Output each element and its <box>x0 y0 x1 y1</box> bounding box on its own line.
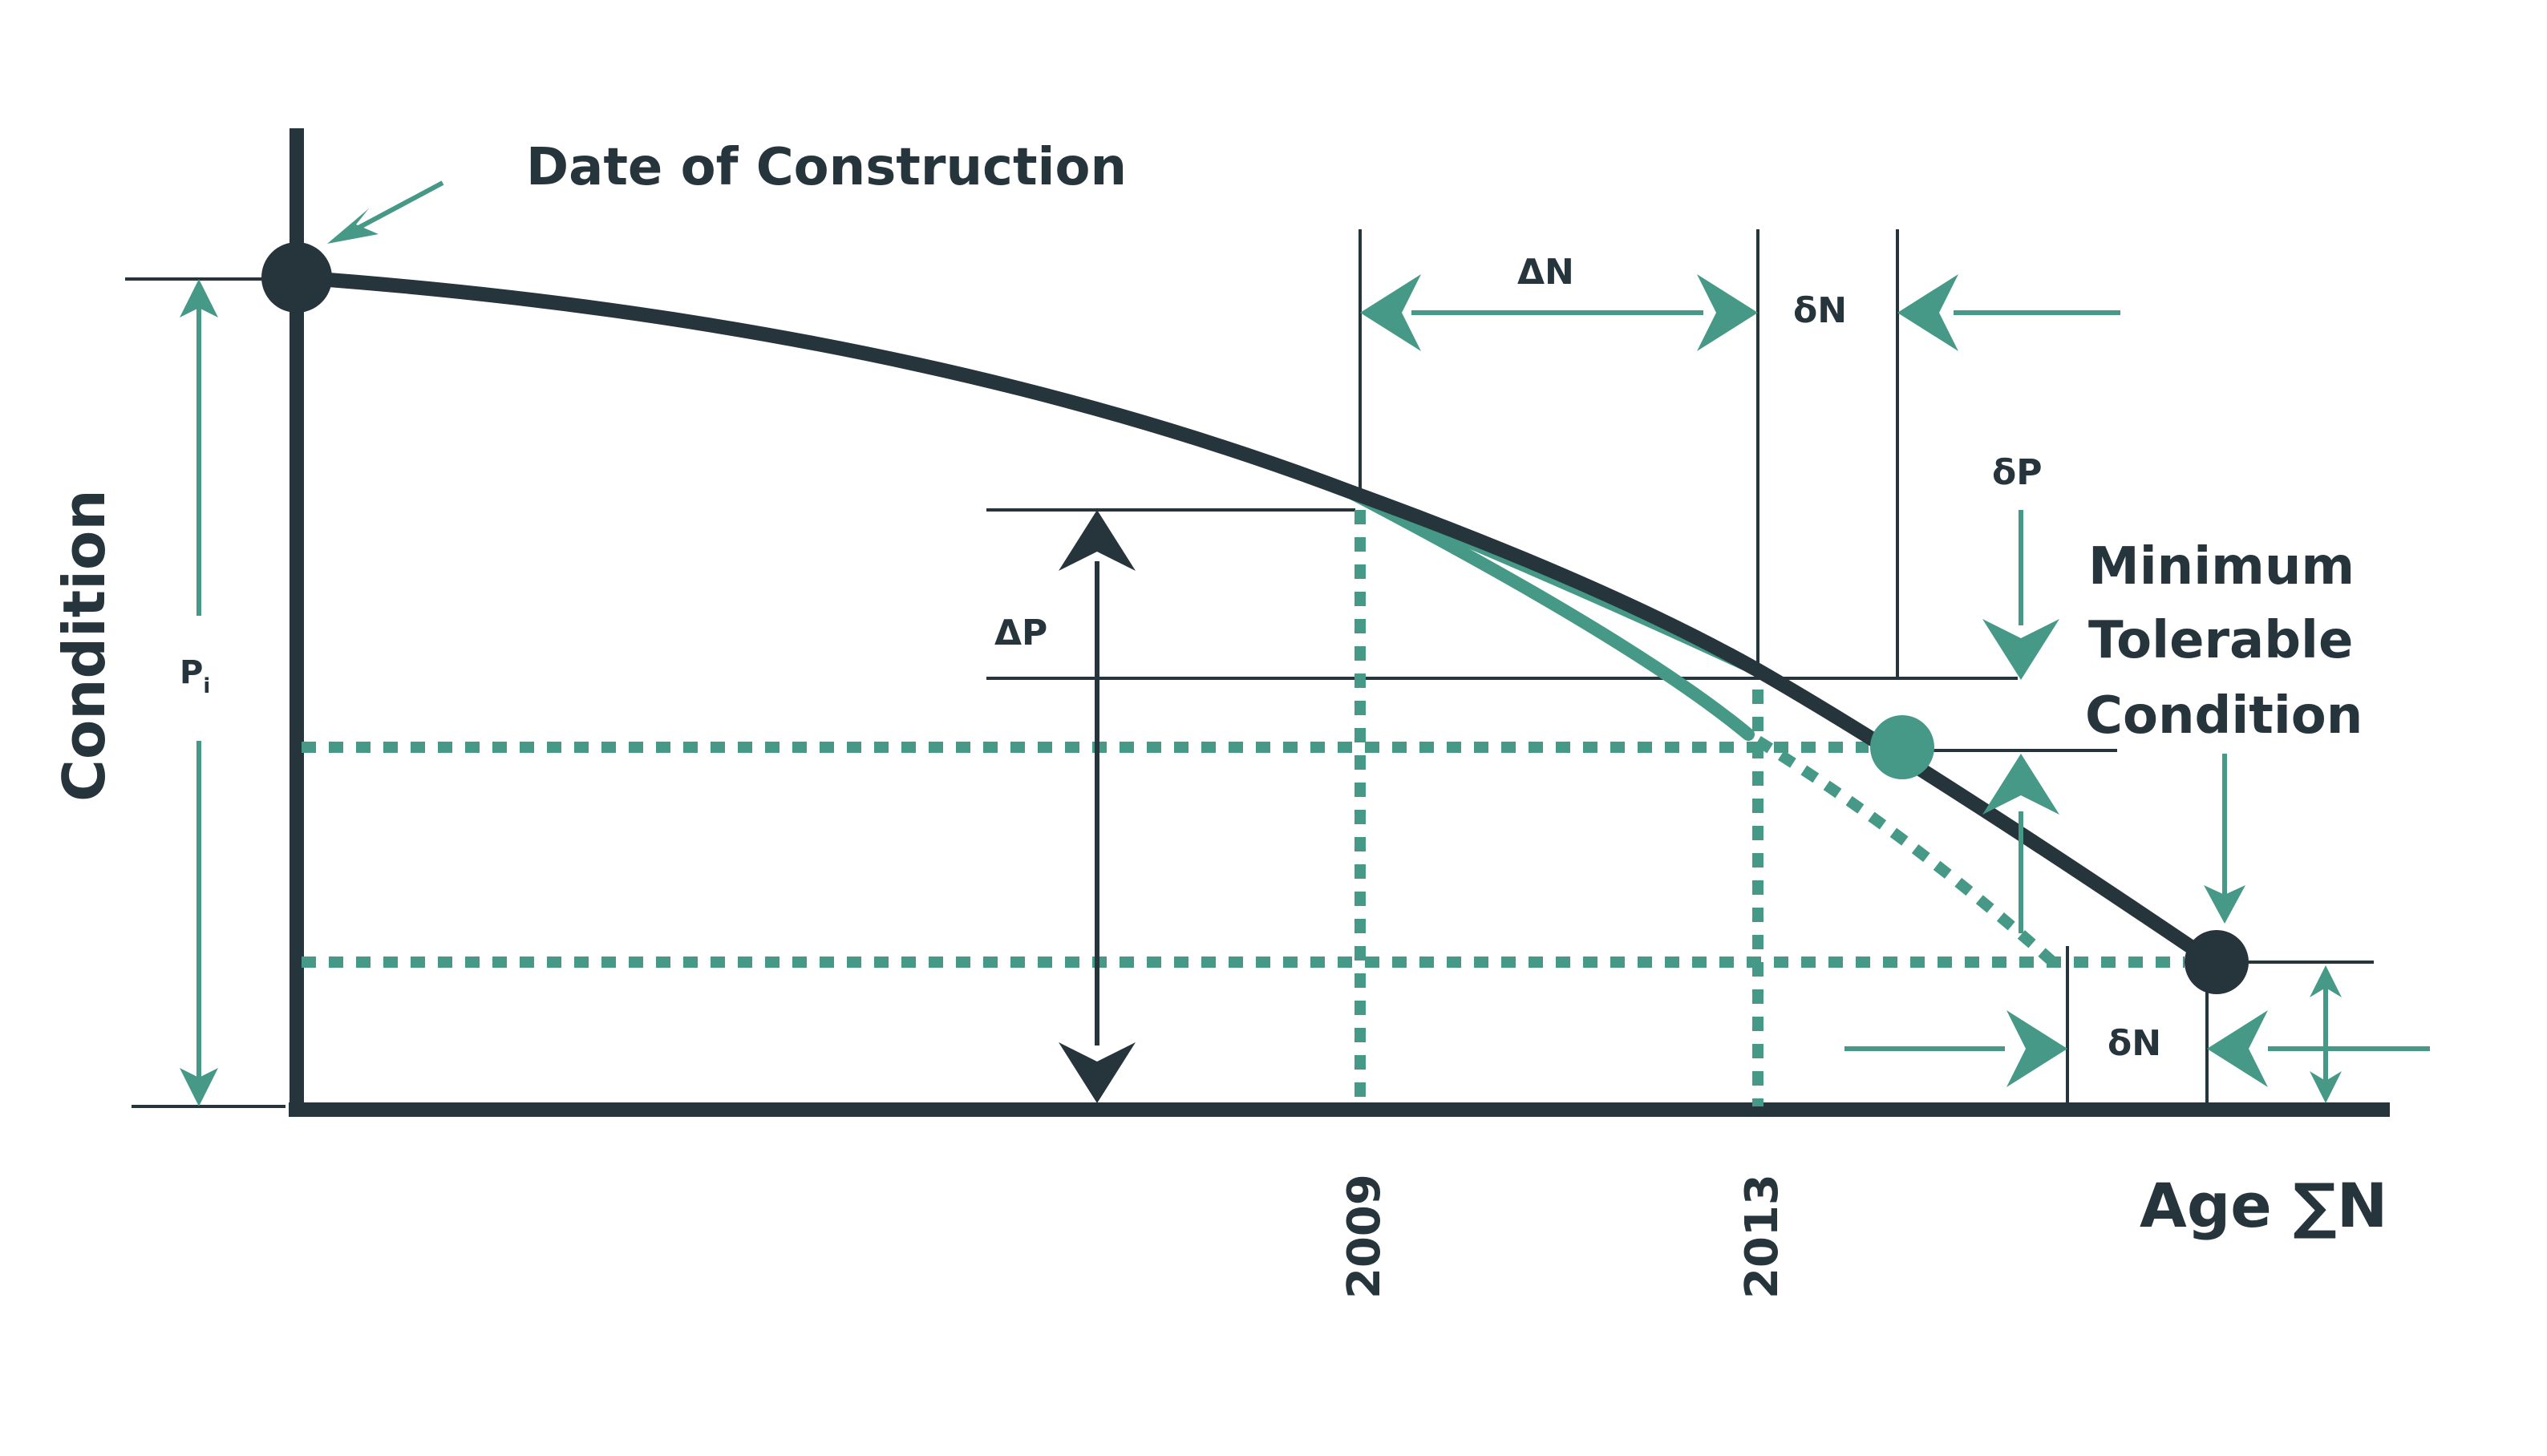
construction-pointer-head <box>327 208 379 244</box>
condition-label: Condition <box>2085 686 2363 746</box>
min-condition-pointer-head <box>2204 885 2245 924</box>
deterioration-curve <box>290 270 2221 969</box>
small-delta-n-bottom-label: δN <box>2108 1023 2161 1064</box>
pi-arrow-head-down <box>180 1068 218 1106</box>
date-of-construction-label: Date of Construction <box>526 138 1127 197</box>
condition-axis-label: Condition <box>51 489 118 802</box>
age-axis-label: Age ∑N <box>2140 1170 2387 1241</box>
treatment-point <box>1870 715 1934 779</box>
pi-label: Pi <box>180 654 210 698</box>
treatment-curves <box>1341 484 1764 741</box>
small-vertical-arrow-head-down <box>2310 1071 2342 1103</box>
minimum-label: Minimum <box>2088 537 2355 597</box>
dotted-guides <box>302 510 2185 1106</box>
treatment-curve-lower <box>1341 484 1755 741</box>
pi-label-main: P <box>180 654 203 691</box>
text-labels: Date of Construction Condition Pi ΔN δN … <box>51 138 2387 1299</box>
delta-n-label: ΔN <box>1517 252 1574 293</box>
arrowheads <box>180 208 2342 1106</box>
pi-label-sub: i <box>203 674 210 698</box>
small-vertical-arrow-head-up <box>2310 965 2342 997</box>
delta-p-label: ΔP <box>994 613 1047 653</box>
pi-arrow-head-up <box>180 279 218 317</box>
small-delta-n-top-label: δN <box>1793 290 1847 331</box>
minimum-condition-point <box>2185 930 2249 994</box>
year-2013-label: 2013 <box>1736 1174 1788 1299</box>
reference-lines <box>125 229 2374 1108</box>
tolerable-label: Tolerable <box>2088 611 2353 670</box>
year-2009-label: 2009 <box>1338 1174 1391 1299</box>
annotation-arrows <box>196 180 2430 1094</box>
construction-pointer-line <box>345 180 444 237</box>
construction-point <box>261 242 332 313</box>
small-delta-p-label: δP <box>1992 452 2042 493</box>
